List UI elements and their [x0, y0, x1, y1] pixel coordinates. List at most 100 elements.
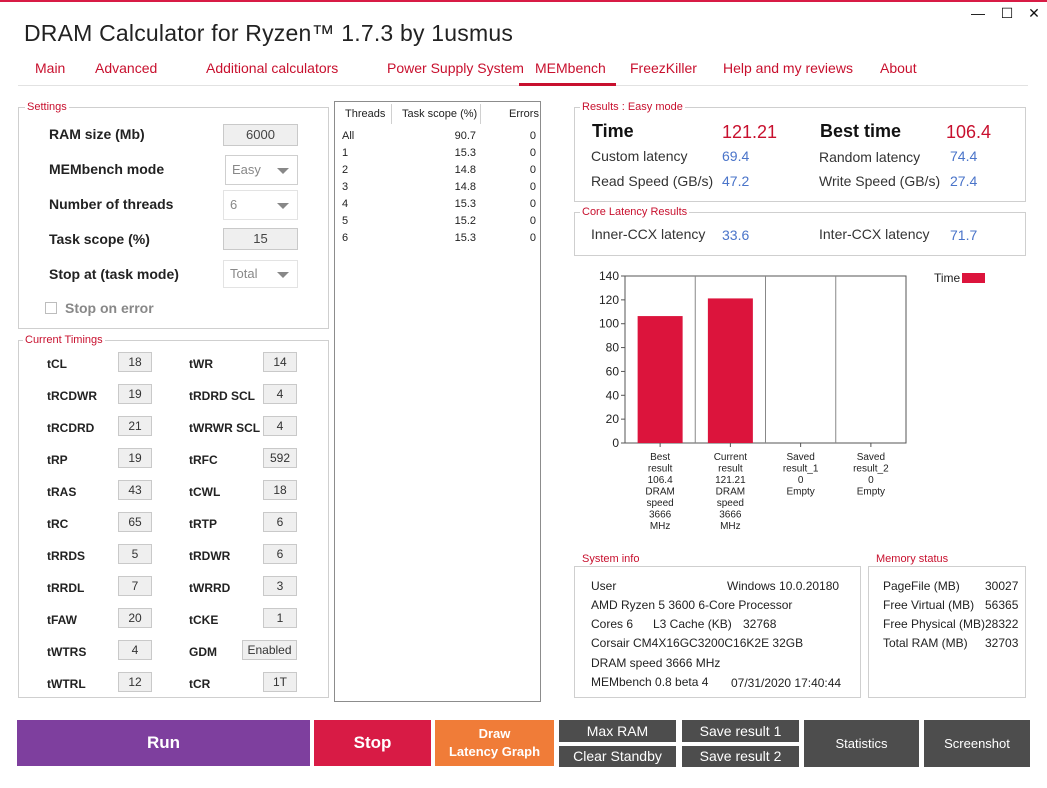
chart-x-tick-label-line: result — [718, 464, 743, 475]
stop-on-error-label: Stop on error — [65, 300, 154, 316]
memory-status-panel — [868, 566, 1026, 698]
minimize-icon[interactable]: — — [971, 5, 985, 21]
table-cell-errors: 0 — [529, 164, 536, 176]
timings-panel — [18, 340, 329, 698]
window-title: DRAM Calculator for Ryzen™ 1.7.3 by 1usm… — [24, 20, 514, 46]
chart-x-tick-label-line: result — [648, 464, 673, 475]
chart-x-tick-label-line: speed — [717, 498, 744, 509]
ram-size-input[interactable]: 6000 — [223, 124, 298, 146]
stop-at-select[interactable]: Total — [223, 260, 298, 288]
chart-x-tick-label-line: 3666 — [719, 510, 742, 521]
maximize-icon[interactable]: ☐ — [1000, 5, 1014, 21]
table-cell-errors: 0 — [529, 215, 536, 227]
cpu-value: AMD Ryzen 5 3600 6-Core Processor — [591, 598, 793, 612]
run-button[interactable]: Run — [17, 720, 310, 766]
table-header-errors[interactable]: Errors — [509, 108, 539, 120]
clear-standby-button[interactable]: Clear Standby — [559, 746, 676, 767]
screenshot-button[interactable]: Screenshot — [924, 720, 1030, 767]
tab-power-supply-system[interactable]: Power Supply System — [387, 60, 524, 76]
total-ram-label: Total RAM (MB) — [883, 636, 968, 650]
core-latency-legend: Core Latency Results — [580, 206, 690, 218]
memory-status-legend: Memory status — [874, 553, 951, 565]
timing-label: tCL — [47, 357, 67, 371]
tab-additional-calculators[interactable]: Additional calculators — [206, 60, 339, 76]
statistics-button[interactable]: Statistics — [804, 720, 919, 767]
chevron-down-icon — [277, 203, 289, 209]
timing-value: 592 — [263, 448, 297, 468]
timing-label: tWTRL — [47, 677, 86, 691]
time-label: Time — [592, 121, 634, 141]
chart-bar — [707, 298, 753, 443]
stop-at-label: Stop at (task mode) — [49, 266, 179, 282]
stop-button[interactable]: Stop — [314, 720, 431, 766]
stop-on-error-checkbox[interactable] — [45, 302, 57, 314]
system-info-legend: System info — [580, 553, 642, 565]
table-cell-thread: All — [342, 130, 355, 142]
tab-membench[interactable]: MEMbench — [535, 60, 606, 76]
table-cell-scope: 15.3 — [454, 232, 476, 244]
save-result-1-button[interactable]: Save result 1 — [682, 720, 799, 742]
chart-x-tick-label-line: DRAM — [645, 487, 674, 498]
table-cell-scope: 90.7 — [454, 130, 476, 142]
tab-main[interactable]: Main — [35, 60, 66, 76]
timing-label: tWR — [189, 357, 213, 371]
table-cell-thread: 6 — [342, 232, 349, 244]
timing-label: tRRDL — [47, 581, 85, 595]
stop-at-value: Total — [230, 266, 258, 281]
tab-freezkiller[interactable]: FreezKiller — [630, 60, 697, 76]
save-result-2-button[interactable]: Save result 2 — [682, 746, 799, 767]
free-virtual-label: Free Virtual (MB) — [883, 598, 975, 612]
tab-advanced[interactable]: Advanced — [95, 60, 158, 76]
timing-value: 7 — [118, 576, 152, 596]
timing-value: 6 — [263, 544, 297, 564]
random-latency-label: Random latency — [819, 149, 921, 165]
inner-ccx-value: 33.6 — [722, 227, 750, 243]
membench-mode-select[interactable]: Easy — [225, 155, 298, 185]
inter-ccx-value: 71.7 — [950, 227, 978, 243]
chart-x-tick-label-line: DRAM — [716, 487, 745, 498]
timing-value: 43 — [118, 480, 152, 500]
chart-y-tick-label: 80 — [606, 341, 620, 355]
chart-y-tick-label: 60 — [606, 364, 620, 378]
inner-ccx-label: Inner-CCX latency — [591, 226, 706, 242]
table-header-threads[interactable]: Threads — [345, 108, 386, 120]
table-header-divider — [391, 104, 392, 124]
membench-version: MEMbench 0.8 beta 4 — [591, 675, 709, 689]
draw-latency-graph-button[interactable]: Draw Latency Graph — [435, 720, 554, 766]
write-speed-value: 27.4 — [950, 173, 978, 189]
timing-label: tRDRD SCL — [189, 389, 255, 403]
timing-value: 6 — [263, 512, 297, 532]
cores-value: Cores 6 — [591, 617, 634, 631]
timing-value: Enabled — [242, 640, 297, 660]
timing-label: tCWL — [189, 485, 221, 499]
timing-label: tRC — [47, 517, 69, 531]
table-cell-thread: 4 — [342, 198, 349, 210]
timings-legend: Current Timings — [23, 334, 105, 346]
accent-top-line — [0, 0, 1047, 2]
tab-help-and-reviews[interactable]: Help and my reviews — [723, 60, 853, 76]
results-panel — [574, 107, 1026, 202]
timing-value: 4 — [118, 640, 152, 660]
table-cell-errors: 0 — [529, 181, 536, 193]
l3-cache-value: 32768 — [743, 617, 777, 631]
chart-x-tick-label-line: result_2 — [853, 464, 889, 475]
table-cell-errors: 0 — [529, 232, 536, 244]
table-cell-scope: 15.3 — [454, 198, 476, 210]
table-header-divider — [480, 104, 481, 124]
table-cell-errors: 0 — [529, 147, 536, 159]
tab-about[interactable]: About — [880, 60, 917, 76]
table-cell-scope: 15.3 — [454, 147, 476, 159]
os-value: Windows 10.0.20180 — [727, 579, 840, 593]
table-cell-thread: 1 — [342, 147, 349, 159]
chevron-down-icon — [277, 168, 289, 174]
threads-select[interactable]: 6 — [223, 190, 298, 220]
timing-value: 19 — [118, 384, 152, 404]
table-cell-scope: 15.2 — [454, 215, 476, 227]
max-ram-button[interactable]: Max RAM — [559, 720, 676, 742]
table-header-task-scope[interactable]: Task scope (%) — [402, 108, 478, 120]
chart-x-tick-label-line: Saved — [786, 452, 814, 463]
timing-value: 21 — [118, 416, 152, 436]
timing-value: 1T — [263, 672, 297, 692]
task-scope-input[interactable]: 15 — [223, 228, 298, 250]
close-icon[interactable]: ✕ — [1028, 5, 1040, 21]
